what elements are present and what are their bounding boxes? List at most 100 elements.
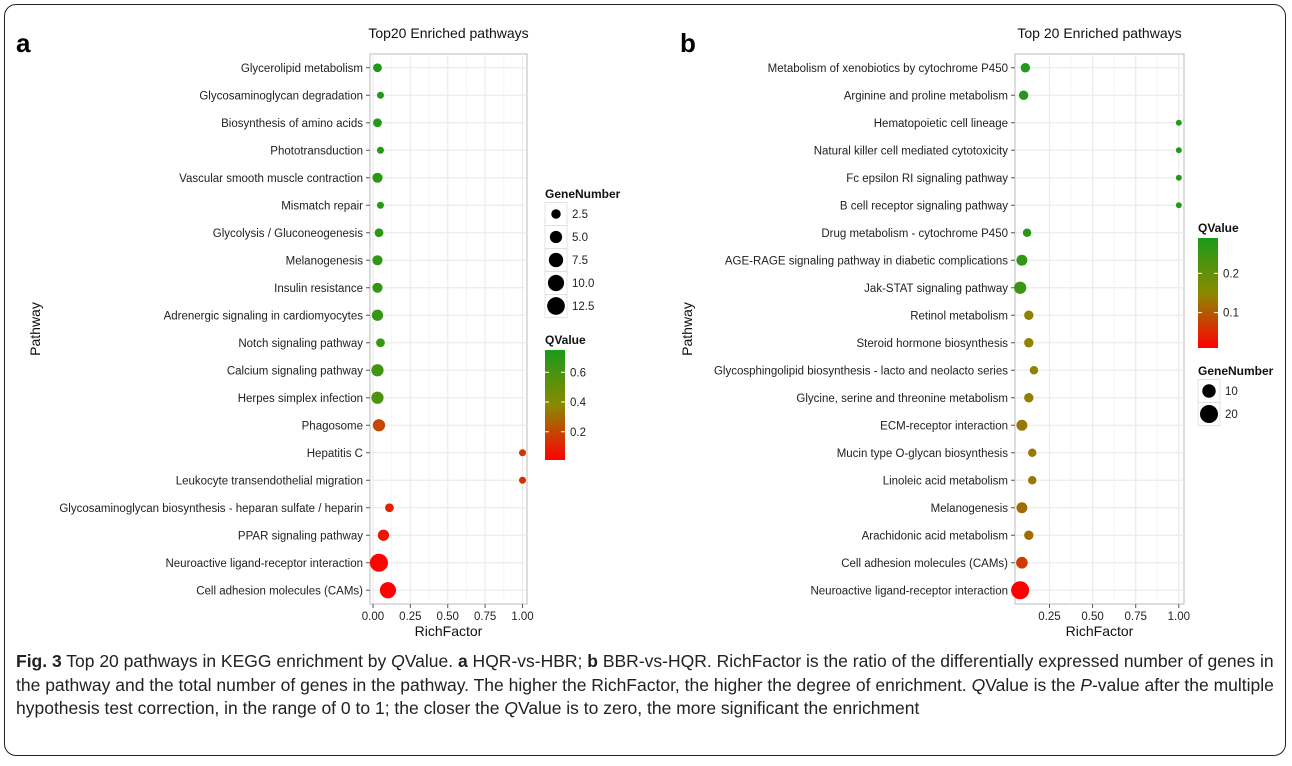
x-tick-label: 0.00 [362, 611, 384, 623]
data-point [1016, 254, 1028, 266]
size-legend-dot [549, 230, 563, 244]
data-point [1175, 119, 1182, 126]
data-point [1020, 63, 1031, 73]
data-point [372, 419, 386, 432]
y-tick-label: Neuroactive ligand-receptor interaction [165, 558, 363, 570]
data-point [376, 201, 384, 209]
panel-label: b [680, 28, 696, 58]
y-tick-label: Melanogenesis [286, 255, 364, 267]
caption-text: Value is to zero, the more significant t… [517, 698, 920, 718]
y-tick-label: Hepatitis C [307, 448, 363, 460]
plot-background [1014, 53, 1185, 605]
y-tick-label: Glycosphingolipid biosynthesis - lacto a… [714, 365, 1008, 377]
size-legend-dot [1200, 405, 1218, 423]
size-legend-dot [547, 274, 565, 292]
x-axis-label: RichFactor [415, 623, 483, 639]
y-tick-label: Neuroactive ligand-receptor interaction [810, 585, 1008, 597]
y-tick-label: Arginine and proline metabolism [844, 90, 1008, 102]
caption-p: P [1080, 674, 1092, 695]
data-point [1018, 90, 1029, 100]
chart-title: Top20 Enriched pathways [368, 25, 528, 41]
data-point [371, 364, 384, 377]
data-point [1014, 281, 1027, 294]
data-point [372, 282, 383, 293]
color-legend-label: 0.4 [570, 397, 587, 409]
plot-background [369, 53, 528, 605]
size-legend-label: 20 [1225, 409, 1238, 421]
data-point [1024, 338, 1034, 348]
y-tick-label: ECM-receptor interaction [880, 420, 1008, 432]
data-point [1175, 202, 1182, 209]
y-axis-label: Pathway [27, 302, 43, 356]
size-legend-label: 10.0 [572, 278, 594, 290]
y-tick-label: Jak-STAT signaling pathway [864, 283, 1008, 295]
y-tick-label: Glycerolipid metabolism [241, 63, 363, 75]
data-point [371, 391, 384, 404]
y-tick-label: Insulin resistance [274, 283, 363, 295]
caption-q: Q [971, 674, 986, 695]
y-tick-label: Linoleic acid metabolism [883, 475, 1008, 487]
panel-b: b Top 20 Enriched pathways Metabolism of x… [679, 25, 1274, 639]
size-legend-label: 5.0 [572, 232, 588, 244]
caption-text: Top 20 pathways in KEGG enrichment by [61, 651, 392, 671]
y-tick-label: Biosynthesis of amino acids [221, 118, 363, 130]
data-point [1016, 502, 1028, 514]
y-tick-label: Drug metabolism - cytochrome P450 [821, 228, 1008, 240]
data-point [385, 503, 394, 513]
y-tick-label: Cell adhesion molecules (CAMs) [196, 585, 363, 597]
y-tick-label: Glycosaminoglycan degradation [199, 90, 363, 102]
y-axis-label: Pathway [679, 302, 695, 356]
color-legend-label: 0.2 [570, 427, 586, 439]
y-tick-label: Metabolism of xenobiotics by cytochrome … [768, 63, 1008, 75]
caption-text: HQR-vs-HBR; [467, 651, 588, 671]
caption-text: Value is the [985, 674, 1081, 695]
y-tick-label: Vascular smooth muscle contraction [179, 173, 363, 185]
data-point [1029, 366, 1039, 375]
data-point [1024, 530, 1034, 540]
data-point [374, 228, 384, 238]
chart-title: Top 20 Enriched pathways [1017, 25, 1181, 41]
data-point [1022, 228, 1032, 237]
panel-label: a [16, 28, 31, 58]
data-point [376, 91, 384, 99]
x-tick-label: 1.00 [1168, 611, 1190, 623]
size-legend-dot [547, 297, 565, 315]
y-tick-label: Natural killer cell mediated cytotoxicit… [814, 145, 1009, 157]
size-legend-dot [548, 252, 564, 268]
size-legend-label: 12.5 [572, 301, 594, 313]
data-point [1028, 448, 1037, 457]
y-tick-label: Glycolysis / Gluconeogenesis [213, 228, 363, 240]
y-tick-label: Calcium signaling pathway [227, 365, 363, 377]
caption-text: BBR-vs-HQR. RichFactor is the ratio of t… [16, 651, 1274, 695]
data-point [371, 309, 384, 321]
color-legend-bar [1198, 238, 1218, 348]
data-point [372, 172, 383, 183]
y-tick-label: Adrenergic signaling in cardiomyocytes [164, 310, 364, 322]
size-legend-label: 10 [1225, 386, 1238, 398]
y-tick-label: Fc epsilon RI signaling pathway [846, 173, 1008, 185]
y-tick-label: Retinol metabolism [910, 310, 1008, 322]
color-legend-label: 0.6 [570, 367, 586, 379]
data-point [376, 338, 385, 348]
color-legend-label: 0.2 [1223, 268, 1239, 280]
x-tick-label: 0.50 [1081, 611, 1103, 623]
color-legend-label: 0.1 [1223, 308, 1239, 320]
x-tick-label: 0.50 [437, 611, 459, 623]
x-tick-label: 0.25 [1038, 611, 1060, 623]
y-tick-label: Notch signaling pathway [238, 338, 363, 350]
x-tick-label: 0.75 [474, 611, 496, 623]
data-point [1175, 147, 1182, 154]
x-tick-label: 0.75 [1125, 611, 1147, 623]
y-tick-label: Hematopoietic cell lineage [874, 118, 1008, 130]
size-legend-label: 2.5 [572, 209, 588, 221]
y-tick-label: Cell adhesion molecules (CAMs) [841, 558, 1008, 570]
color-legend-bar [545, 350, 565, 460]
y-tick-label: Melanogenesis [931, 503, 1009, 515]
y-tick-label: PPAR signaling pathway [238, 530, 363, 542]
figure-frame [4, 4, 1286, 756]
y-tick-label: Mismatch repair [281, 200, 363, 212]
x-tick-label: 1.00 [511, 611, 533, 623]
data-point [373, 63, 382, 73]
y-tick-label: Mucin type O-glycan biosynthesis [837, 448, 1009, 460]
